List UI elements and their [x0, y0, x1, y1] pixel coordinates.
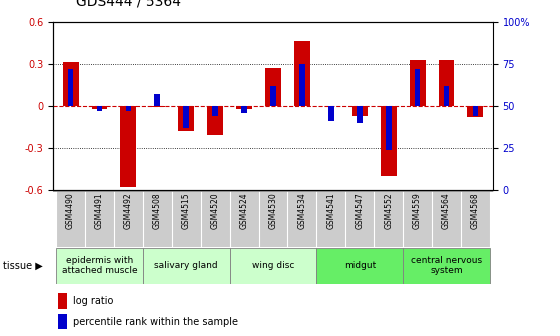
- Bar: [381, 106, 396, 176]
- Bar: [259, 191, 287, 247]
- Bar: [212, 106, 218, 116]
- Text: GSM4508: GSM4508: [153, 192, 162, 229]
- Text: central nervous
system: central nervous system: [411, 256, 482, 276]
- Bar: [410, 60, 426, 106]
- Bar: [236, 106, 252, 109]
- Text: log ratio: log ratio: [73, 296, 113, 306]
- Bar: [328, 106, 334, 121]
- Bar: [241, 106, 247, 113]
- Bar: [172, 191, 200, 247]
- Bar: [143, 191, 172, 247]
- Bar: [270, 86, 276, 106]
- Bar: [352, 106, 368, 116]
- Text: tissue ▶: tissue ▶: [3, 261, 43, 271]
- Bar: [143, 248, 230, 284]
- Bar: [438, 60, 455, 106]
- Bar: [432, 191, 461, 247]
- Bar: [299, 64, 305, 106]
- Bar: [287, 191, 316, 247]
- Text: GDS444 / 5364: GDS444 / 5364: [76, 0, 180, 8]
- Bar: [91, 106, 108, 109]
- Text: wing disc: wing disc: [252, 261, 294, 270]
- Bar: [374, 191, 403, 247]
- Text: salivary gland: salivary gland: [155, 261, 218, 270]
- Bar: [415, 69, 421, 106]
- Text: GSM4564: GSM4564: [442, 192, 451, 229]
- Text: GSM4568: GSM4568: [471, 192, 480, 229]
- Text: GSM4520: GSM4520: [211, 192, 220, 229]
- Bar: [294, 41, 310, 106]
- Bar: [183, 106, 189, 128]
- Bar: [230, 248, 316, 284]
- Bar: [468, 106, 483, 117]
- Bar: [357, 106, 363, 123]
- Bar: [230, 191, 259, 247]
- Bar: [58, 293, 67, 308]
- Text: GSM4547: GSM4547: [355, 192, 364, 229]
- Text: GSM4541: GSM4541: [326, 192, 335, 229]
- Bar: [200, 191, 230, 247]
- Bar: [155, 94, 160, 106]
- Text: midgut: midgut: [344, 261, 376, 270]
- Bar: [56, 191, 85, 247]
- Bar: [56, 248, 143, 284]
- Bar: [178, 106, 194, 131]
- Text: GSM4515: GSM4515: [182, 192, 191, 229]
- Text: GSM4490: GSM4490: [66, 192, 75, 229]
- Bar: [150, 106, 165, 107]
- Bar: [403, 248, 490, 284]
- Bar: [207, 106, 223, 135]
- Bar: [316, 191, 346, 247]
- Bar: [403, 191, 432, 247]
- Bar: [265, 68, 281, 106]
- Text: GSM4492: GSM4492: [124, 192, 133, 229]
- Text: epidermis with
attached muscle: epidermis with attached muscle: [62, 256, 137, 276]
- Bar: [120, 106, 136, 187]
- Text: GSM4534: GSM4534: [297, 192, 306, 229]
- Text: GSM4524: GSM4524: [240, 192, 249, 229]
- Bar: [96, 106, 102, 111]
- Bar: [85, 191, 114, 247]
- Bar: [58, 314, 67, 329]
- Bar: [68, 69, 73, 106]
- Bar: [63, 62, 78, 106]
- Bar: [125, 106, 131, 111]
- Bar: [346, 191, 374, 247]
- Bar: [461, 191, 490, 247]
- Bar: [114, 191, 143, 247]
- Bar: [473, 106, 478, 116]
- Text: percentile rank within the sample: percentile rank within the sample: [73, 317, 237, 327]
- Bar: [386, 106, 391, 150]
- Text: GSM4530: GSM4530: [268, 192, 278, 229]
- Bar: [444, 86, 450, 106]
- Bar: [316, 248, 403, 284]
- Text: GSM4552: GSM4552: [384, 192, 393, 229]
- Text: GSM4491: GSM4491: [95, 192, 104, 229]
- Text: GSM4559: GSM4559: [413, 192, 422, 229]
